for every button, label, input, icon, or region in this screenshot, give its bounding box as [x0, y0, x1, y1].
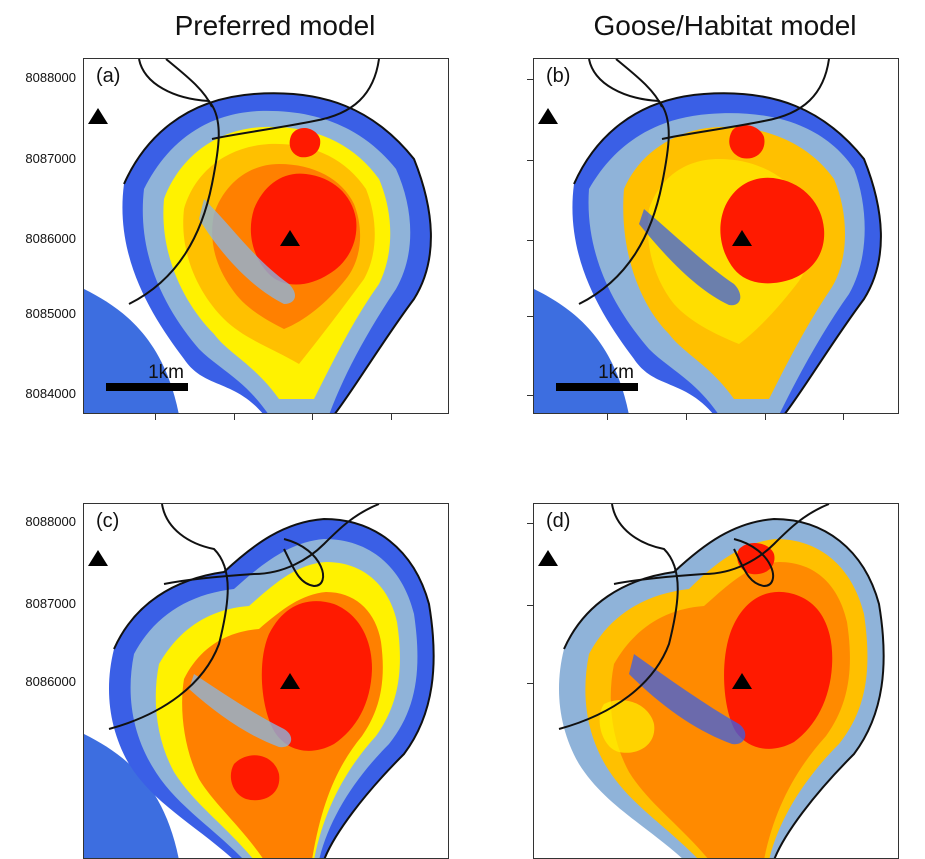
- scale-bar-line: [556, 383, 638, 391]
- map-canvas: [84, 504, 435, 858]
- panel-label: (d): [546, 510, 571, 532]
- ytick-label: 8084000: [25, 386, 76, 401]
- y-tick: [527, 316, 533, 317]
- map-panel-a: (a) 1km: [83, 58, 449, 414]
- low-density-channel: [199, 199, 296, 304]
- low-density-channel: [189, 674, 292, 748]
- x-tick: [686, 414, 687, 420]
- density-core: [261, 601, 372, 751]
- y-tick: [527, 240, 533, 241]
- ytick-label: 8086000: [25, 231, 76, 246]
- col-title-left: Preferred model: [174, 10, 376, 41]
- ytick-label: 8088000: [25, 70, 76, 85]
- y-tick: [527, 160, 533, 161]
- x-tick: [155, 414, 156, 420]
- mid-density-patch: [599, 700, 655, 753]
- ytick-label: 8087000: [25, 596, 76, 611]
- road-line: [558, 504, 679, 730]
- density-hotspot: [289, 127, 321, 158]
- x-tick: [607, 414, 608, 420]
- x-tick: [391, 414, 392, 420]
- y-tick: [527, 79, 533, 80]
- road-line: [128, 59, 220, 305]
- road-line: [613, 504, 830, 585]
- density-core: [724, 591, 833, 749]
- x-tick: [765, 414, 766, 420]
- scale-bar-line: [106, 383, 188, 391]
- sea-area-icon: [534, 289, 629, 413]
- density-hotspot: [230, 755, 280, 801]
- ytick-label: 8086000: [25, 674, 76, 689]
- road-line: [165, 59, 213, 108]
- x-tick: [234, 414, 235, 420]
- y-tick: [527, 683, 533, 684]
- map-canvas: [534, 59, 882, 413]
- triangle-up-icon: [280, 230, 300, 246]
- scale-bar-label: 1km: [598, 362, 634, 383]
- sea-area-icon: [84, 289, 179, 413]
- triangle-up-icon: [280, 673, 300, 689]
- scale-bar: 1km: [556, 363, 638, 391]
- scale-bar: 1km: [106, 363, 188, 391]
- road-line: [733, 538, 775, 588]
- road-line: [578, 59, 670, 305]
- panel-label: (a): [96, 65, 121, 87]
- ytick-label: 8085000: [25, 306, 76, 321]
- low-density-channel: [639, 209, 741, 306]
- density-core: [720, 177, 825, 284]
- map-panel-d: (d): [533, 503, 899, 859]
- road-line: [615, 59, 663, 108]
- map-canvas: [558, 504, 885, 858]
- triangle-up-icon: [732, 230, 752, 246]
- y-tick: [527, 395, 533, 396]
- density-hotspot: [729, 125, 765, 159]
- road-line: [283, 538, 325, 588]
- boundary-line: [123, 92, 432, 413]
- triangle-up-icon: [538, 108, 558, 124]
- road-line: [108, 504, 229, 730]
- triangle-up-icon: [538, 550, 558, 566]
- density-core: [250, 173, 357, 285]
- triangle-up-icon: [88, 550, 108, 566]
- x-tick: [312, 414, 313, 420]
- map-panel-b: (b) 1km: [533, 58, 899, 414]
- low-density-channel: [629, 654, 746, 745]
- road-line: [163, 504, 380, 585]
- triangle-up-icon: [88, 108, 108, 124]
- triangle-up-icon: [732, 673, 752, 689]
- x-tick: [843, 414, 844, 420]
- col-title-right: Goose/Habitat model: [593, 10, 857, 41]
- scale-bar-label: 1km: [148, 362, 184, 383]
- map-canvas: [84, 59, 432, 413]
- panel-label: (c): [96, 510, 120, 532]
- ytick-label: 8088000: [25, 514, 76, 529]
- road-line: [211, 59, 380, 140]
- road-line: [661, 59, 830, 140]
- boundary-line: [573, 92, 882, 413]
- map-panel-c: (c): [83, 503, 449, 859]
- y-tick: [527, 523, 533, 524]
- ytick-label: 8087000: [25, 151, 76, 166]
- panel-label: (b): [546, 65, 571, 87]
- y-tick: [527, 605, 533, 606]
